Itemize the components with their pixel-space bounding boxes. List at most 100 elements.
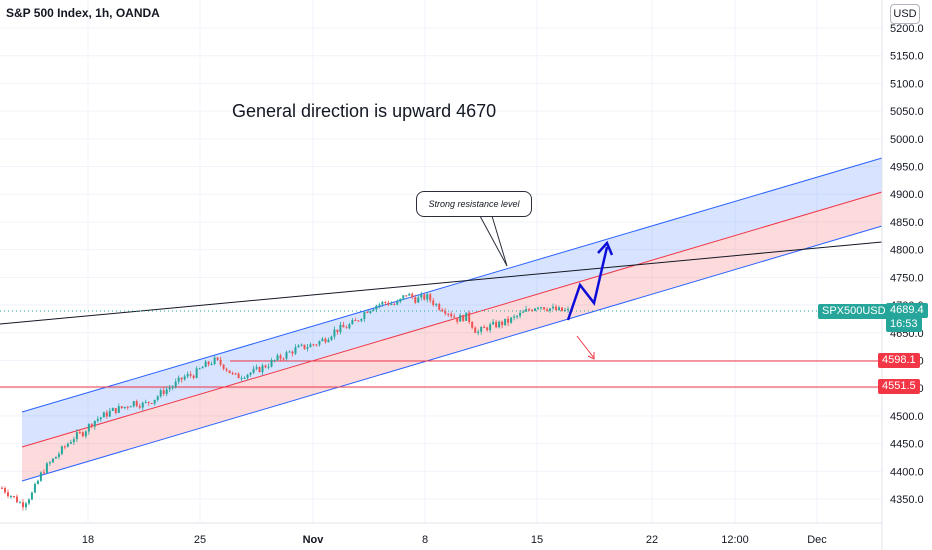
candle-body [159, 390, 162, 397]
candle-body [117, 406, 120, 413]
candle-body [303, 344, 306, 349]
candle-body [225, 368, 228, 371]
candle-body [222, 364, 225, 369]
candle-body [474, 327, 477, 333]
chart-title: S&P 500 Index, 1h, OANDA [6, 6, 160, 20]
candle-body [45, 463, 48, 473]
candle-body [237, 373, 240, 379]
candle-body [234, 373, 237, 375]
channel-upper-line [21, 157, 883, 413]
candle-body [90, 424, 93, 427]
candle-body [174, 381, 177, 387]
candle-body [384, 301, 387, 303]
candle-body [342, 324, 345, 328]
currency-button[interactable]: USD [890, 4, 920, 24]
candle-body [387, 302, 390, 305]
current-price-label: 4689.4 [886, 303, 928, 318]
candle-body [246, 374, 249, 378]
price-tick-label: 4500.0 [890, 411, 924, 423]
candle-body [444, 311, 447, 314]
candle-body [243, 377, 246, 379]
time-tick-label: 18 [82, 534, 94, 546]
candle-body [30, 492, 33, 500]
level2-label: 4551.5 [878, 379, 920, 394]
candle-body [507, 318, 510, 323]
candle-body [75, 432, 78, 440]
time-tick-label: Nov [303, 534, 325, 546]
candle-body [138, 405, 141, 408]
candle-body [429, 294, 432, 301]
candle-body [267, 366, 270, 368]
candle-body [501, 321, 504, 326]
candle-body [495, 321, 498, 328]
candle-body [3, 487, 6, 493]
candle-body [549, 308, 552, 311]
candle-body [231, 373, 234, 375]
callout-pointer [479, 215, 508, 267]
candle-body [441, 309, 444, 312]
projection-arrow-up-head [597, 240, 614, 256]
candle-body [144, 401, 147, 403]
candle-body [318, 341, 321, 345]
price-tick-label: 4800.0 [890, 245, 924, 257]
candle-body [240, 378, 243, 380]
candle-body [345, 327, 348, 329]
candle-body [393, 304, 396, 306]
candle-body [363, 311, 366, 319]
candle-body [228, 370, 231, 374]
candle-body [462, 315, 465, 321]
time-tick-label: 8 [422, 534, 428, 546]
candle-body [294, 347, 297, 354]
price-tick-label: 4750.0 [890, 272, 924, 284]
candle-body [405, 295, 408, 297]
candle-body [63, 446, 66, 448]
candle-body [165, 389, 168, 394]
candle-body [135, 401, 138, 406]
candle-body [186, 374, 189, 377]
candle-body [108, 410, 111, 417]
candle-body [390, 304, 393, 306]
candle-body [264, 365, 267, 368]
candle-body [273, 360, 276, 362]
projection-arrow-down [576, 335, 595, 359]
candle-body [9, 495, 12, 497]
candle-body [309, 344, 312, 348]
candle-body [216, 357, 219, 360]
candle-body [183, 376, 186, 380]
time-tick-label: 25 [194, 534, 206, 546]
candle-body [468, 312, 471, 322]
candle-body [162, 390, 165, 394]
candle-body [498, 321, 501, 328]
time-axis[interactable]: 18 25 Nov 8 15 22 12:00 Dec [82, 534, 827, 546]
candle-body [297, 345, 300, 348]
candle-body [492, 321, 495, 325]
candle-body [39, 472, 42, 481]
candle-body [288, 351, 291, 353]
candle-body [360, 318, 363, 321]
candle-body [102, 412, 105, 418]
projection-arrow-down-head [587, 352, 595, 360]
projection-arrow-up [566, 246, 609, 321]
candle-body [396, 301, 399, 305]
candle-body [93, 420, 96, 427]
candle-body [6, 492, 9, 497]
candle-body [333, 329, 336, 337]
price-axis[interactable]: 4350.04400.04450.04500.04550.04600.04650… [890, 23, 924, 506]
price-tick-label: 5100.0 [890, 78, 924, 90]
candle-body [456, 317, 459, 322]
candle-body [15, 496, 18, 503]
candle-body [411, 293, 414, 298]
channel-mid-line [21, 191, 883, 448]
candle-body [432, 300, 435, 305]
candle-body [132, 401, 135, 407]
time-tick-label: 22 [646, 534, 658, 546]
candle-body [450, 313, 453, 317]
candle-body [177, 377, 180, 382]
price-tick-label: 4350.0 [890, 494, 924, 506]
candle-body [21, 502, 24, 508]
candle-body [66, 443, 69, 447]
candle-body [525, 309, 528, 312]
candle-body [552, 306, 555, 309]
channel-upper-fill [22, 158, 882, 447]
